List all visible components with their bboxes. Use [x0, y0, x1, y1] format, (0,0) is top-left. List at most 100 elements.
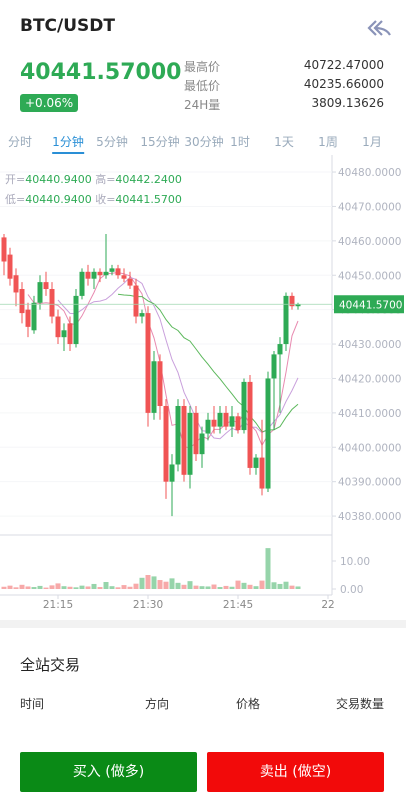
volume-bar [1, 586, 7, 589]
buy-button[interactable]: 买入 (做多) [20, 752, 197, 792]
candle-body [247, 381, 253, 468]
ma-line [117, 293, 299, 433]
volume-tick-label: 10.00 [340, 556, 370, 568]
interval-tab[interactable]: 分时 [7, 135, 33, 149]
last-price: 40441.57000 [20, 60, 182, 85]
interval-tab[interactable]: 1时 [230, 135, 250, 149]
interval-tab[interactable]: 1月 [362, 135, 382, 149]
volume-bar [259, 580, 265, 589]
y-tick-label: 40400.0000 [338, 442, 401, 454]
candle-body [289, 295, 295, 307]
candle-body [91, 271, 97, 279]
y-tick-label: 40390.0000 [338, 477, 401, 489]
interval-tab[interactable]: 1天 [274, 135, 294, 149]
volume-bar [103, 582, 109, 589]
candle-body [61, 330, 67, 338]
kline-chart: 40380.0000 40390.0000 40400.0000 40410.0000… [0, 155, 404, 611]
candle-body [55, 316, 61, 338]
volume-bar [223, 585, 229, 589]
volume-bar [247, 584, 253, 589]
ma-line [27, 271, 299, 449]
candle-body [217, 412, 223, 427]
volume-bar [13, 587, 19, 589]
candle-body [85, 271, 91, 279]
candle-body [253, 457, 259, 468]
candle-body [277, 344, 283, 355]
interval-tab[interactable]: 5分钟 [96, 135, 128, 149]
interval-tab[interactable]: 15分钟 [140, 135, 180, 149]
candle-body [283, 295, 289, 345]
ohlc-label: 收= [95, 193, 116, 206]
candle-body [175, 405, 181, 465]
volume-bar [19, 584, 25, 589]
section-title: 全站交易 [20, 656, 81, 674]
candle-body [145, 313, 151, 413]
volume-bar [283, 581, 289, 589]
volume-bar [25, 586, 31, 589]
candle-body [7, 254, 13, 279]
volume-bar [235, 580, 241, 589]
volume-bar [79, 585, 85, 589]
ohlc-value: 40441.5700 [115, 193, 182, 206]
candle-body [79, 271, 85, 296]
volume-bar [229, 586, 235, 589]
candle-body [157, 361, 163, 406]
ohlc-label: 开= [5, 173, 26, 186]
candle-body [103, 271, 109, 276]
ohlc-value: 40440.9400 [25, 193, 92, 206]
volume-bar [199, 586, 205, 589]
interval-tab[interactable]: 1分钟 [52, 133, 84, 154]
stat-value: 3809.13626 [311, 96, 384, 110]
interval-tab[interactable]: 1周 [318, 135, 338, 149]
stat-label: 24H量 [184, 98, 221, 112]
volume-bar [217, 587, 223, 589]
volume-bar [61, 586, 67, 589]
x-tick-label: 22 [321, 599, 334, 611]
stat-value: 40722.47000 [303, 58, 384, 72]
candle-body [169, 464, 175, 482]
back-icon[interactable] [366, 18, 392, 38]
y-tick-label: 40480.0000 [338, 167, 401, 179]
candle-body [127, 278, 133, 286]
volume-bar [205, 586, 211, 589]
sell-button[interactable]: 卖出 (做空) [207, 752, 384, 792]
volume-bar [187, 581, 193, 589]
candle-body [121, 275, 127, 279]
candle-body [259, 457, 265, 489]
candle-body [211, 419, 217, 427]
y-tick-label: 40380.0000 [338, 511, 401, 523]
candle-body [139, 313, 145, 317]
y-tick-label: 40420.0000 [338, 373, 401, 385]
ohlc-label: 高= [95, 173, 116, 186]
candle-body [295, 304, 301, 307]
interval-tab[interactable]: 30分钟 [184, 135, 224, 149]
candle-body [49, 289, 55, 317]
candle-body [265, 378, 271, 489]
ohlc-label: 低= [5, 193, 26, 206]
volume-bar [139, 577, 145, 589]
column-header: 方向 [145, 697, 170, 711]
volume-bar [241, 582, 247, 589]
volume-bar [31, 587, 37, 589]
volume-bar [73, 587, 79, 589]
volume-bar [133, 583, 139, 589]
candle-body [163, 405, 169, 482]
ohlc-value: 40440.9400 [25, 173, 92, 186]
candle-body [109, 268, 115, 272]
candle-body [133, 285, 139, 317]
candle-body [13, 275, 19, 293]
candle-body [115, 268, 121, 276]
ohlc-value: 40442.2400 [115, 173, 182, 186]
candle-body [25, 309, 31, 327]
y-tick-label: 40460.0000 [338, 236, 401, 248]
volume-bar [151, 576, 157, 589]
volume-bar [55, 583, 61, 589]
volume-bar [7, 585, 13, 589]
candle-body [37, 282, 43, 303]
volume-bar [175, 582, 181, 589]
volume-bar [145, 575, 151, 589]
candle-body [31, 302, 37, 331]
volume-bar [163, 581, 169, 589]
volume-bar [181, 584, 187, 589]
